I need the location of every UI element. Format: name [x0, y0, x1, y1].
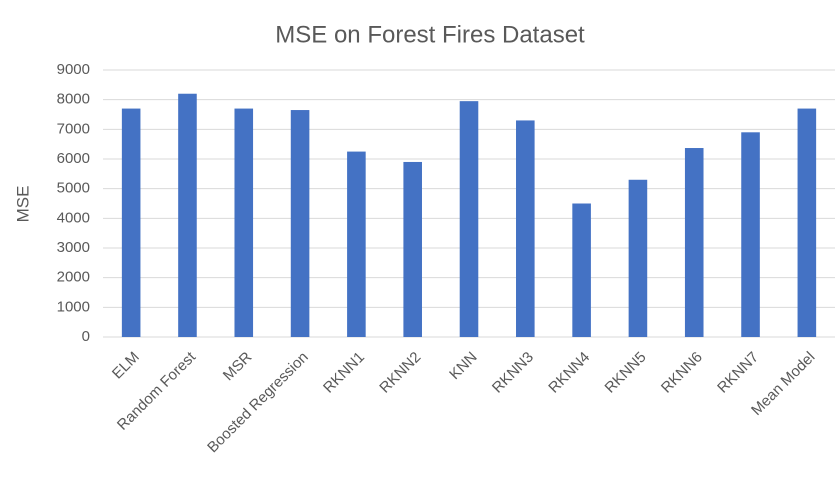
y-tick-label: 7000: [57, 120, 90, 137]
bar: [572, 203, 591, 337]
bar: [234, 108, 254, 337]
x-tick-label: RKNN7: [714, 349, 762, 397]
bar: [684, 148, 704, 337]
x-tick-label: Boosted Regression: [204, 349, 312, 457]
x-tick-label: RKNN2: [376, 349, 424, 397]
bar: [347, 151, 366, 337]
y-tick-label: 5000: [57, 180, 90, 197]
y-tick-label: 0: [82, 328, 90, 345]
x-tick-label: ELM: [109, 349, 143, 383]
y-tick-label: 8000: [57, 91, 90, 108]
y-tick-label: 9000: [57, 61, 90, 78]
bar: [516, 120, 535, 337]
x-tick-label: RKNN4: [545, 349, 593, 397]
y-tick-label: 2000: [57, 269, 90, 286]
bar: [178, 93, 197, 337]
y-tick-label: 1000: [57, 298, 90, 315]
bar: [403, 161, 422, 337]
x-tick-label: RKNN1: [320, 349, 368, 397]
y-tick-label: 4000: [57, 209, 90, 226]
bar: [797, 108, 817, 337]
x-tick-label: RKNN3: [489, 349, 537, 397]
y-tick-label: 3000: [57, 239, 90, 256]
bar: [459, 101, 479, 338]
y-axis-label: MSE: [13, 186, 32, 223]
x-tick-label: KNN: [446, 349, 480, 383]
chart-title: MSE on Forest Fires Dataset: [275, 21, 585, 48]
x-tick-label: RKNN5: [602, 349, 650, 397]
bar: [628, 179, 648, 337]
x-tick-label: RKNN6: [658, 349, 706, 397]
bar: [741, 132, 760, 337]
bar: [121, 108, 141, 337]
x-tick-label: MSR: [220, 349, 256, 385]
bar: [290, 110, 310, 337]
y-tick-label: 6000: [57, 150, 90, 167]
